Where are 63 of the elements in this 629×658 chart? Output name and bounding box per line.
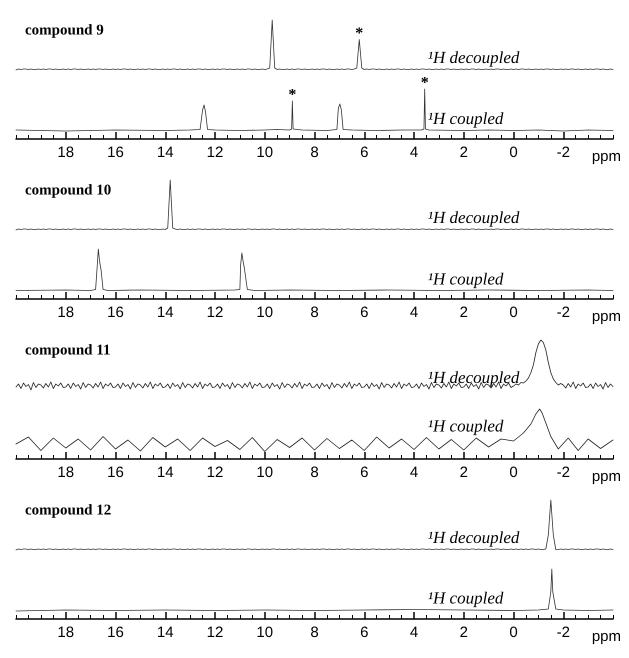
x-tick-label: 6 <box>360 624 368 641</box>
x-tick-label: 4 <box>410 464 418 481</box>
annotation: * <box>288 86 296 104</box>
x-tick-label: 8 <box>310 624 319 641</box>
series-label: ¹H decoupled <box>428 528 520 547</box>
x-tick-label: 18 <box>57 144 74 161</box>
series-label: ¹H decoupled <box>428 48 520 67</box>
x-tick-label: 8 <box>310 144 319 161</box>
x-tick-label: 0 <box>509 144 518 161</box>
x-tick-label: 16 <box>107 144 124 161</box>
x-tick-label: 2 <box>460 144 468 161</box>
x-tick-label: -2 <box>556 464 570 481</box>
x-tick-label: 4 <box>410 304 418 321</box>
x-axis-title: ppm <box>592 468 622 485</box>
x-tick-label: 10 <box>256 624 274 641</box>
series-label: ¹H decoupled <box>428 368 520 387</box>
x-tick-label: 2 <box>460 464 468 481</box>
x-tick-label: -2 <box>556 144 570 161</box>
x-tick-label: 16 <box>107 624 124 641</box>
series-label: ¹H coupled <box>428 588 504 608</box>
annotation: * <box>420 74 429 92</box>
chart-title: compound 12 <box>25 502 112 518</box>
x-tick-label: 12 <box>206 464 224 481</box>
series-label: ¹H coupled <box>428 270 504 288</box>
series-label: ¹H decoupled <box>428 208 520 227</box>
x-tick-label: 14 <box>156 144 174 161</box>
x-tick-label: 0 <box>509 464 518 481</box>
x-axis-title: ppm <box>592 148 622 165</box>
x-axis-title: ppm <box>592 628 622 645</box>
x-tick-label: 14 <box>156 464 174 481</box>
x-tick-label: 2 <box>460 304 468 321</box>
x-tick-label: -2 <box>556 624 570 641</box>
x-tick-label: 10 <box>256 304 274 321</box>
x-tick-label: 10 <box>256 144 274 161</box>
x-tick-label: 14 <box>156 304 174 321</box>
x-tick-label: 12 <box>206 624 224 641</box>
x-tick-label: 6 <box>360 464 368 481</box>
x-tick-label: 4 <box>410 624 418 641</box>
x-tick-label: 8 <box>310 464 319 481</box>
x-tick-label: 4 <box>410 144 418 161</box>
x-tick-label: 6 <box>360 144 368 161</box>
annotation: * <box>355 25 364 42</box>
x-tick-label: 10 <box>256 464 274 481</box>
x-tick-label: 16 <box>107 304 124 321</box>
x-tick-label: 18 <box>57 464 74 481</box>
x-tick-label: 2 <box>460 624 468 641</box>
x-tick-label: 14 <box>156 624 174 641</box>
x-tick-label: 16 <box>107 464 124 481</box>
x-tick-label: 18 <box>57 624 74 641</box>
x-axis-title: ppm <box>592 308 622 325</box>
x-tick-label: 12 <box>206 144 224 161</box>
x-tick-label: -2 <box>556 304 570 321</box>
x-tick-label: 0 <box>509 304 518 321</box>
chart-title: compound 9 <box>25 22 104 38</box>
x-tick-label: 0 <box>509 624 518 641</box>
x-tick-label: 8 <box>310 304 319 321</box>
series-label: ¹H coupled <box>428 416 504 436</box>
chart-title: compound 10 <box>25 182 112 198</box>
x-tick-label: 18 <box>57 304 74 321</box>
series-label: ¹H coupled <box>428 109 504 128</box>
chart-title: compound 11 <box>25 342 110 358</box>
x-tick-label: 12 <box>206 304 224 321</box>
x-tick-label: 6 <box>360 304 368 321</box>
